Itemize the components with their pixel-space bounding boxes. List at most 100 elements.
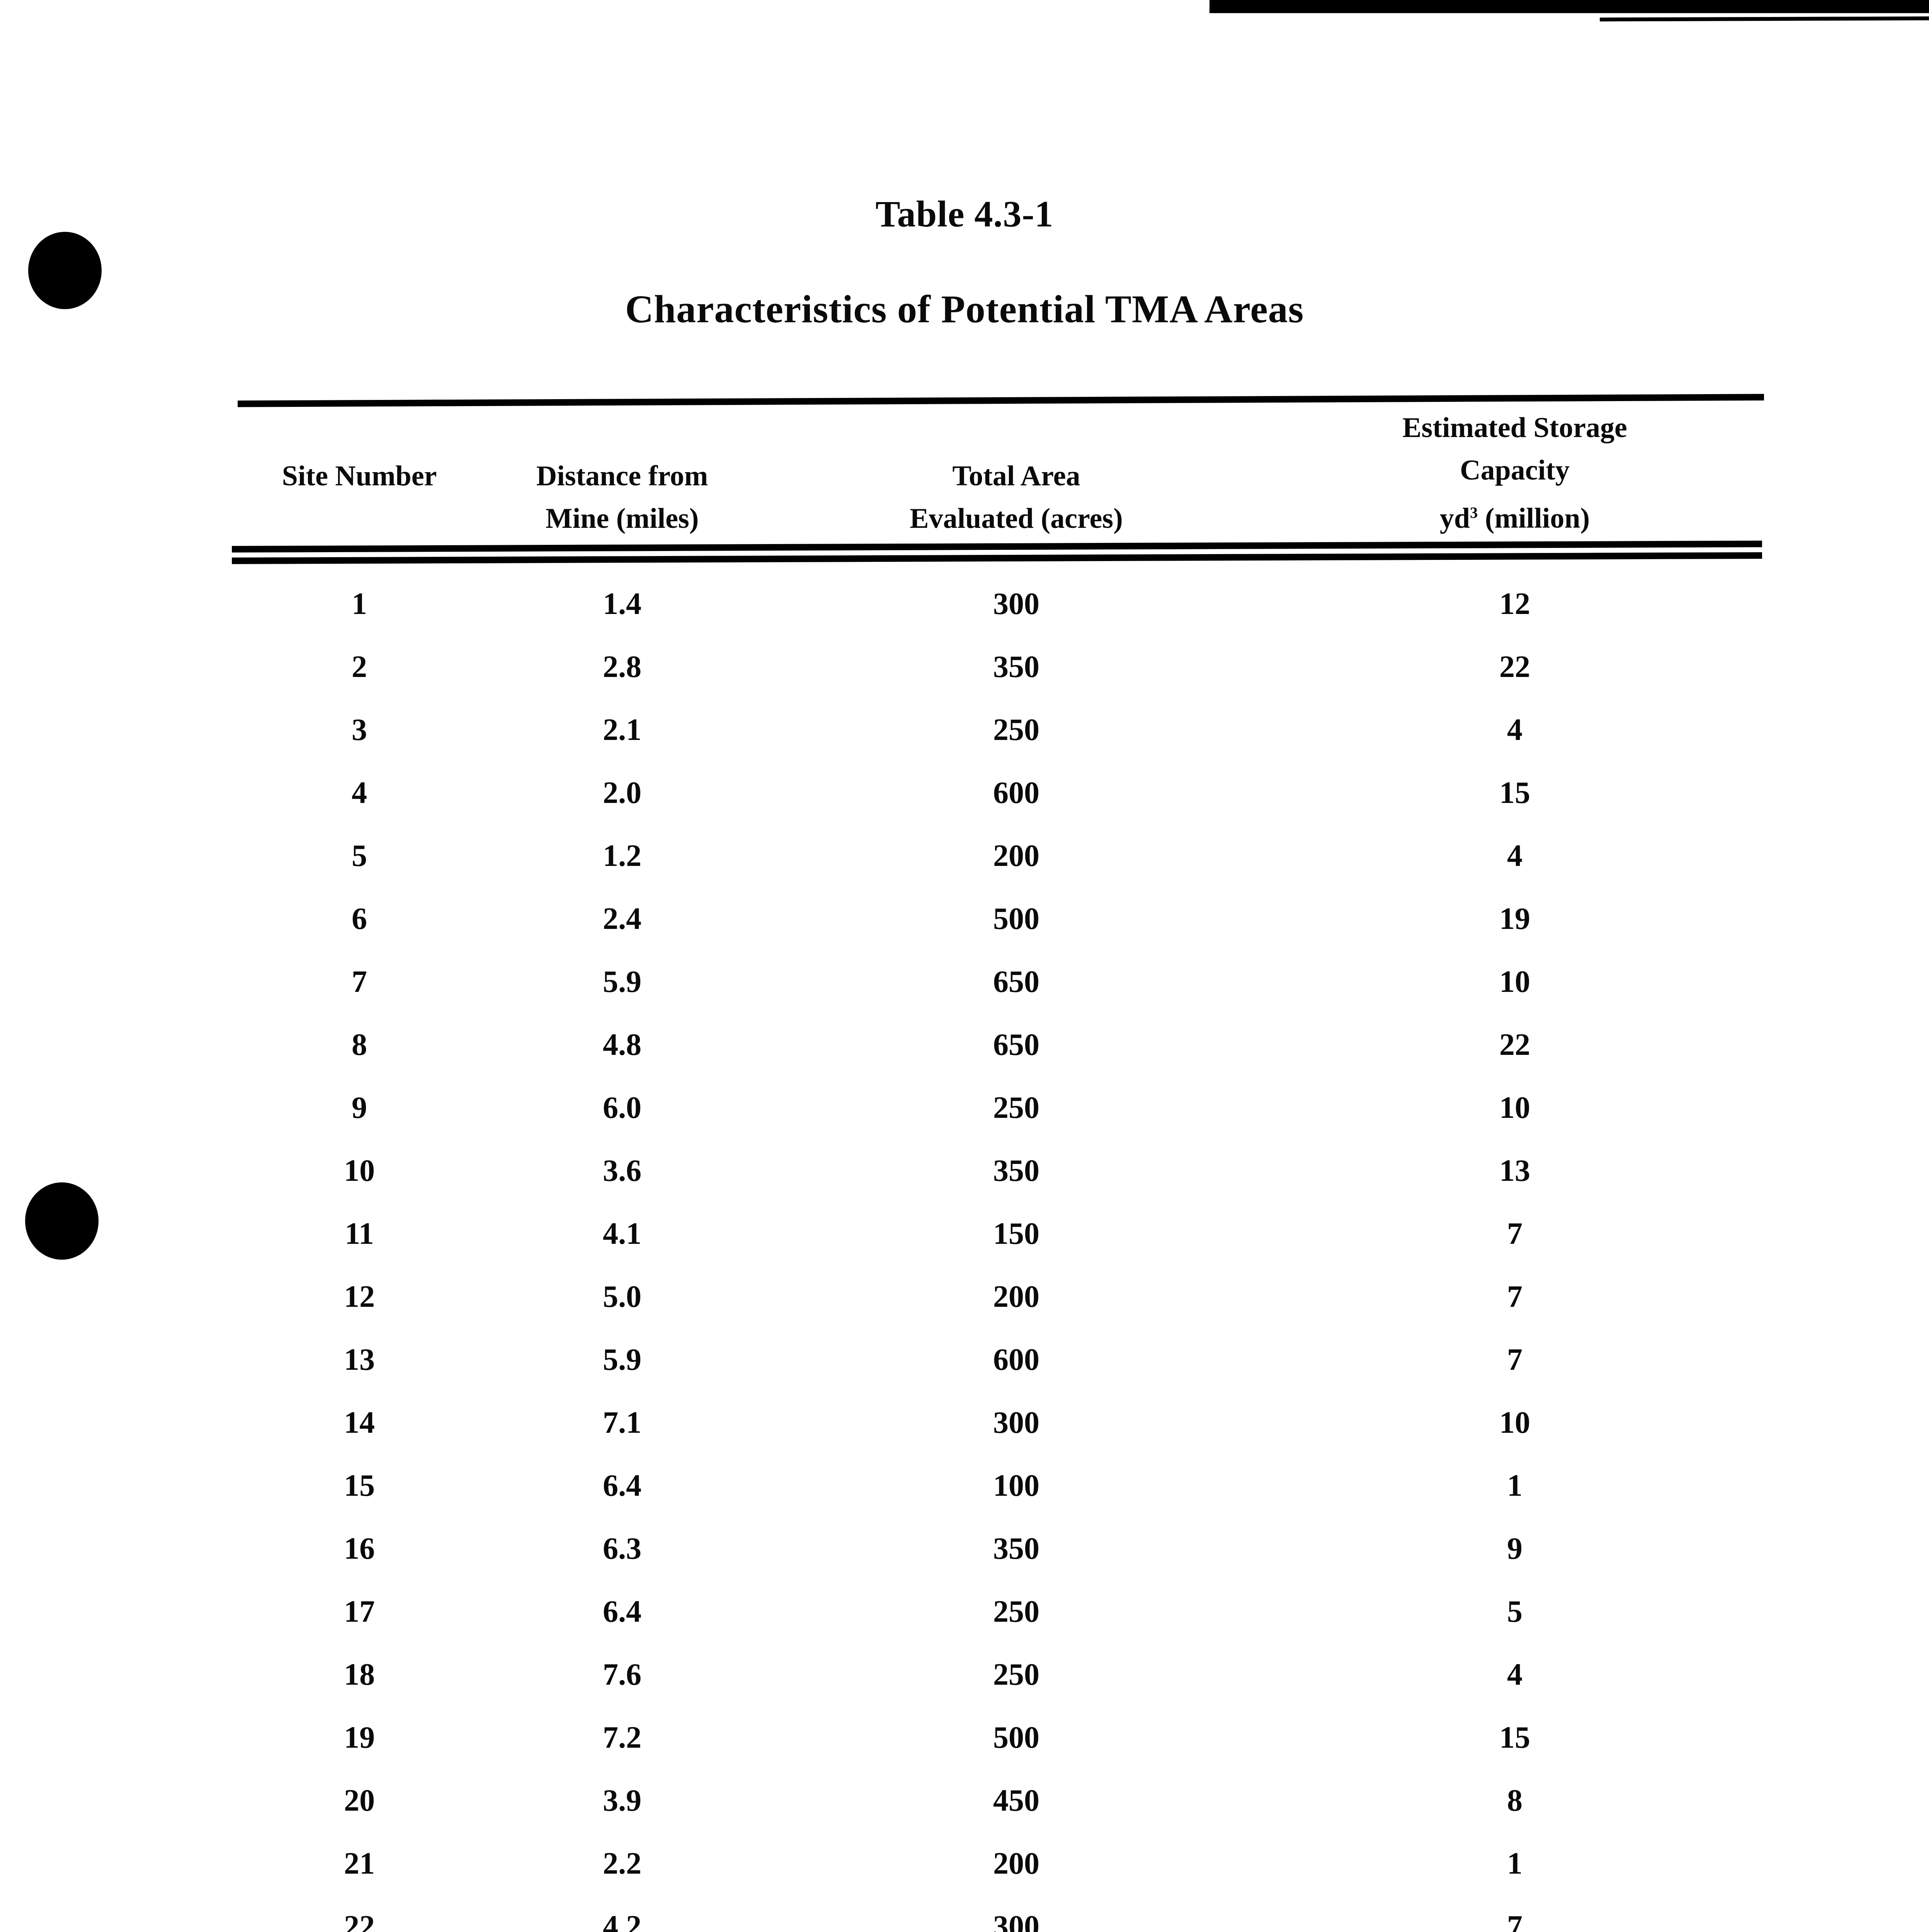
cell-distance: 1.2 (603, 839, 641, 873)
cell-storage-capacity: 22 (1499, 1028, 1530, 1062)
cell-total-area: 300 (993, 587, 1039, 621)
cell-storage-capacity: 7 (1507, 1217, 1522, 1251)
cell-site-number: 6 (352, 902, 367, 936)
table-row: 6 2.4 500 19 (240, 888, 1762, 951)
cell-site-number: 11 (345, 1217, 374, 1251)
header-line: Capacity (1460, 454, 1570, 486)
cell-site-number: 22 (344, 1910, 375, 1932)
header-line: Evaluated (acres) (910, 502, 1123, 534)
cell-distance: 2.4 (603, 902, 641, 936)
header-rule-top (237, 394, 1764, 407)
table-header-row: Site Number Distance from Mine (miles) T… (240, 406, 1762, 540)
header-line: Site Number (282, 460, 437, 492)
table-title: Table 4.3-1 (875, 193, 1054, 235)
unit-prefix: yd (1439, 502, 1470, 534)
header-line: Mine (miles) (545, 502, 699, 534)
cell-storage-capacity: 1 (1507, 1469, 1522, 1503)
table-row: 9 6.0 250 10 (240, 1077, 1762, 1139)
table-row: 16 6.3 350 9 (240, 1517, 1762, 1580)
cell-distance: 4.1 (603, 1217, 641, 1251)
punch-hole-top (28, 232, 102, 309)
table-row: 8 4.8 650 22 (240, 1014, 1762, 1077)
cell-distance: 2.0 (603, 776, 641, 810)
column-header-storage-capacity: Estimated Storage Capacity yd3 (million) (1267, 406, 1762, 540)
cell-total-area: 250 (993, 1091, 1039, 1125)
cell-storage-capacity: 10 (1499, 1091, 1530, 1125)
cell-distance: 4.8 (603, 1028, 641, 1062)
cell-site-number: 2 (352, 650, 367, 684)
scan-artifact-top-bar (1209, 0, 1929, 13)
cell-total-area: 350 (993, 650, 1039, 684)
cell-site-number: 5 (352, 839, 367, 873)
cell-site-number: 14 (344, 1406, 375, 1440)
cell-distance: 7.6 (603, 1658, 641, 1692)
cell-total-area: 350 (993, 1532, 1039, 1566)
table-row: 4 2.0 600 15 (240, 762, 1762, 825)
cell-site-number: 7 (352, 965, 367, 999)
cell-total-area: 250 (993, 1595, 1039, 1629)
cell-storage-capacity: 12 (1499, 587, 1530, 621)
cell-storage-capacity: 10 (1499, 1406, 1530, 1440)
cell-storage-capacity: 7 (1507, 1280, 1522, 1314)
cell-total-area: 350 (993, 1154, 1039, 1188)
cell-site-number: 15 (344, 1469, 375, 1503)
cell-storage-capacity: 13 (1499, 1154, 1530, 1188)
table-row: 14 7.1 300 10 (240, 1391, 1762, 1454)
cell-storage-capacity: 22 (1499, 650, 1530, 684)
unit-superscript: 3 (1470, 504, 1478, 521)
cell-total-area: 200 (993, 1280, 1039, 1314)
cell-storage-capacity: 8 (1507, 1784, 1522, 1818)
cell-distance: 3.9 (603, 1784, 641, 1818)
cell-distance: 7.1 (603, 1406, 641, 1440)
cell-distance: 5.9 (603, 965, 641, 999)
table-row: 1 1.4 300 12 (240, 573, 1762, 636)
table-row: 5 1.2 200 4 (240, 825, 1762, 888)
column-header-total-area: Total Area Evaluated (acres) (765, 455, 1267, 540)
cell-distance: 6.4 (603, 1595, 641, 1629)
cell-total-area: 100 (993, 1469, 1039, 1503)
cell-site-number: 17 (344, 1595, 375, 1629)
cell-storage-capacity: 1 (1507, 1847, 1522, 1881)
cell-storage-capacity: 10 (1499, 965, 1530, 999)
table-row: 3 2.1 250 4 (240, 699, 1762, 762)
scan-artifact-top-line (1599, 16, 1929, 22)
cell-distance: 2.8 (603, 650, 641, 684)
table-row: 19 7.2 500 15 (240, 1706, 1762, 1769)
header-line-unit: yd3 (million) (1267, 492, 1762, 540)
table-row: 11 4.1 150 7 (240, 1202, 1762, 1265)
column-header-distance: Distance from Mine (miles) (479, 455, 765, 540)
cell-total-area: 300 (993, 1406, 1039, 1440)
cell-storage-capacity: 4 (1507, 839, 1522, 873)
table-row: 18 7.6 250 4 (240, 1643, 1762, 1706)
cell-site-number: 20 (344, 1784, 375, 1818)
cell-total-area: 600 (993, 776, 1039, 810)
cell-total-area: 450 (993, 1784, 1039, 1818)
cell-total-area: 250 (993, 1658, 1039, 1692)
cell-site-number: 8 (352, 1028, 367, 1062)
cell-distance: 3.6 (603, 1154, 641, 1188)
table-body: 1 1.4 300 12 2 2.8 350 22 3 2.1 250 4 4 … (240, 573, 1762, 1932)
cell-distance: 7.2 (603, 1721, 641, 1755)
table-row: 12 5.0 200 7 (240, 1265, 1762, 1328)
cell-storage-capacity: 7 (1507, 1343, 1522, 1377)
cell-storage-capacity: 7 (1507, 1910, 1522, 1932)
cell-total-area: 250 (993, 713, 1039, 747)
cell-storage-capacity: 4 (1507, 713, 1522, 747)
cell-total-area: 200 (993, 1847, 1039, 1881)
cell-site-number: 19 (344, 1721, 375, 1755)
cell-total-area: 500 (993, 902, 1039, 936)
table-row: 22 4.2 300 7 (240, 1895, 1762, 1932)
cell-site-number: 1 (352, 587, 367, 621)
cell-storage-capacity: 5 (1507, 1595, 1522, 1629)
header-line: Total Area (952, 460, 1080, 492)
cell-distance: 2.2 (603, 1847, 641, 1881)
cell-distance: 5.0 (603, 1280, 641, 1314)
table-subtitle: Characteristics of Potential TMA Areas (625, 287, 1304, 331)
cell-site-number: 3 (352, 713, 367, 747)
header-line: Distance from (536, 460, 708, 492)
cell-total-area: 650 (993, 965, 1039, 999)
cell-total-area: 150 (993, 1217, 1039, 1251)
cell-storage-capacity: 15 (1499, 1721, 1530, 1755)
cell-storage-capacity: 19 (1499, 902, 1530, 936)
